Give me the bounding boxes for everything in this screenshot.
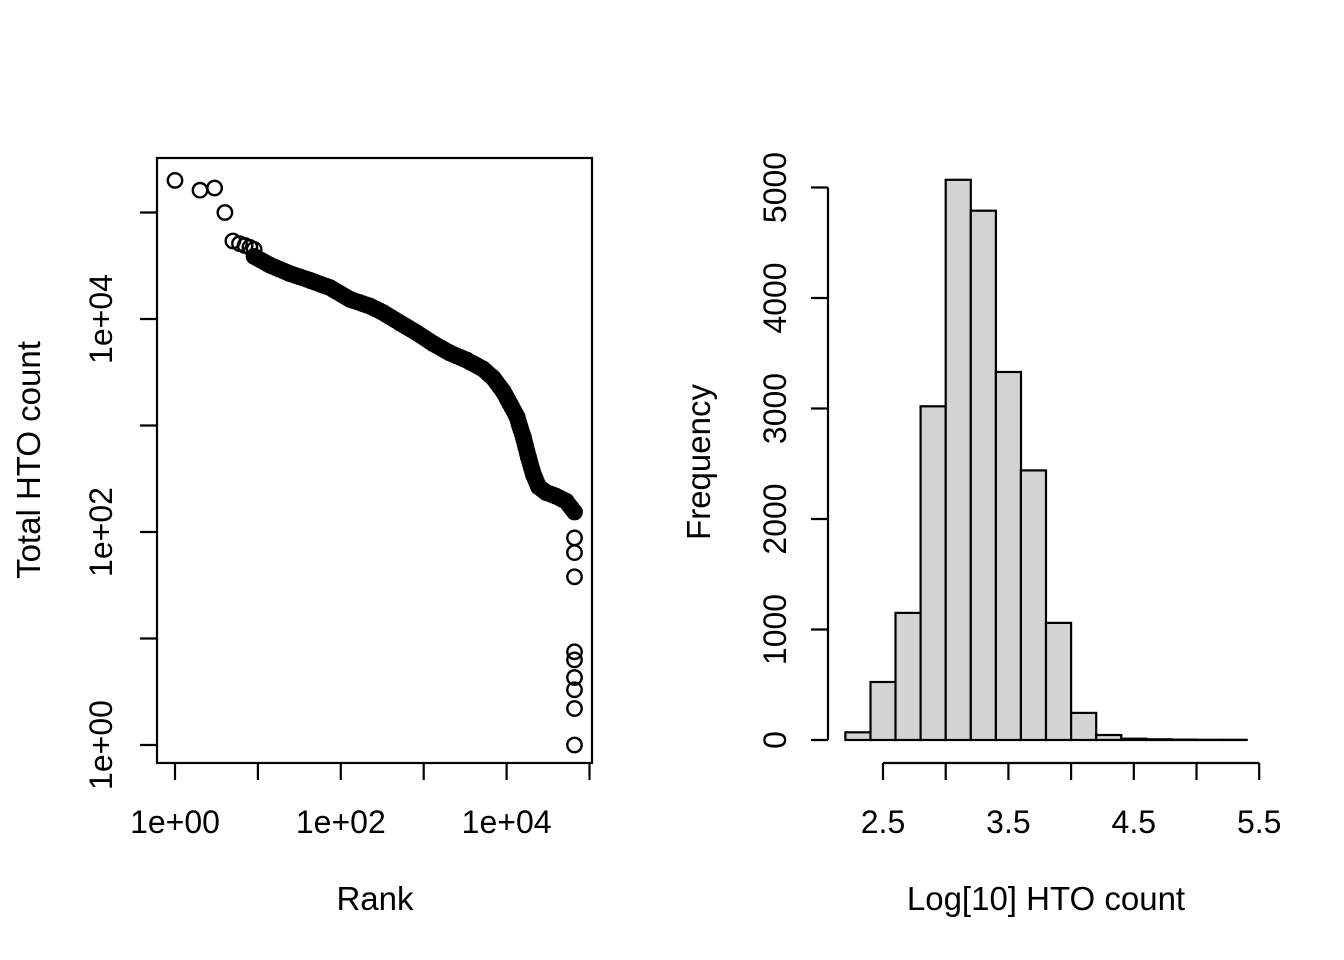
rank-y-axis-title: Total HTO count [10,341,47,579]
histogram-bar [894,611,922,742]
histogram-bar [919,405,947,742]
scatter-point [566,700,583,717]
histogram-bar [1145,738,1173,742]
rank-knee-plot-panel: 1e+00 1e+02 1e+04 1e+00 1e+02 1e+04 Rank Tot… [10,156,594,917]
scatter-point [206,179,224,197]
hto-histogram-panel: 2.5 3.5 4.5 5.5 0 1000 2000 3000 4000 5000 Log[1… [680,152,1281,917]
histogram-bar [1069,711,1098,742]
x-tick-label: 1e+00 [130,804,220,840]
x-tick-label: 2.5 [861,804,905,840]
x-tick-label: 5.5 [1237,804,1281,840]
scatter-point [566,503,583,521]
scatter-point [216,204,234,221]
scatter-point [245,240,263,258]
x-tick-label: 1e+04 [462,804,552,840]
scatter-point [566,681,583,699]
y-tick-label: 1000 [757,594,793,665]
x-tick-label: 4.5 [1112,804,1156,840]
histogram-bars [844,178,1248,742]
histogram-bar [869,680,897,742]
scatter-point [566,568,583,586]
histogram-bar [1044,621,1073,742]
count-y-axis-ticks: 1e+00 1e+02 1e+04 [83,211,157,790]
histogram-y-axis-title: Frequency [680,384,717,540]
y-tick-label: 3000 [757,373,793,444]
scatter-point [191,181,209,199]
y-tick-label: 5000 [757,152,793,223]
y-tick-label: 2000 [757,483,793,554]
histogram-bar [969,209,997,742]
histogram-bar [994,370,1023,742]
histogram-bar [944,178,972,742]
log10-x-axis-ticks: 2.5 3.5 4.5 5.5 [861,763,1281,840]
histogram-bar [1019,469,1048,742]
y-tick-label: 1e+00 [83,700,119,790]
scatter-point [564,500,581,518]
rank-x-axis-ticks: 1e+00 1e+02 1e+04 [130,763,591,840]
scatter-point [566,544,583,561]
y-tick-label: 0 [757,731,793,749]
rank-x-axis-title: Rank [336,880,414,917]
x-tick-label: 1e+02 [296,804,386,840]
histogram-x-axis-title: Log[10] HTO count [907,880,1185,917]
scatter-point [566,651,583,669]
scatter-point [166,171,184,189]
frequency-y-axis-ticks: 0 1000 2000 3000 4000 5000 [757,152,828,749]
histogram-bar [844,731,872,742]
plot-box [155,156,594,765]
rank-count-point-cloud [166,171,583,754]
y-tick-label: 4000 [757,262,793,333]
scatter-point [566,736,583,754]
scatter-point [566,643,583,661]
x-tick-label: 3.5 [986,804,1030,840]
scatter-point [566,529,583,547]
y-tick-label: 1e+02 [83,487,119,577]
histogram-bar [1120,737,1148,742]
y-tick-label: 1e+04 [83,274,119,364]
histogram-bar [1095,733,1123,742]
scatter-point [566,669,583,686]
